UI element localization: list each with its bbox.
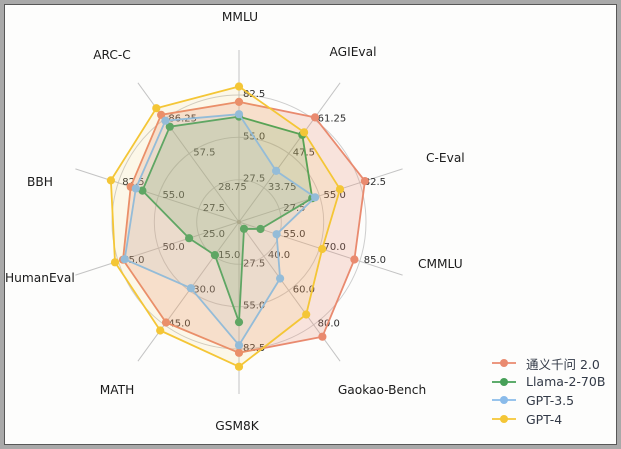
axis-line-BBH [75,168,240,223]
center-dot [236,219,242,225]
axis-line-HumanEval [75,221,240,276]
data-point-Llama-2-70B-MATH [210,251,219,260]
data-point-GPT-4-BBH [106,176,115,185]
axis-label-Gaokao-Bench: Gaokao-Bench [338,383,426,397]
ring-tick-label: 15.0 [218,250,240,261]
legend-dot [500,415,508,424]
data-point-通义千问 2.0-GSM8K [234,348,244,357]
axis-label-ARC-C: ARC-C [93,48,131,62]
data-point-GPT-3.5-ARC-C [161,116,170,125]
legend-dot [500,359,508,368]
data-point-通义千问 2.0-ARC-C [157,110,166,119]
figure-canvas [4,4,617,445]
axis-label-GSM8K: GSM8K [215,419,259,433]
legend-row-llama: Llama-2-70B [491,373,605,392]
data-point-GPT-3.5-Gaokao-Bench [276,274,285,283]
data-point-通义千问 2.0-CMMLU [350,255,359,264]
data-point-GPT-4-Gaokao-Bench [302,310,311,319]
axis-label-CMMLU: CMMLU [418,257,463,271]
axis-label-HumanEval: HumanEval [5,271,75,285]
ring-tick-label: 25.0 [203,229,225,240]
axis-label-AGIEval: AGIEval [330,45,377,59]
data-point-GPT-4-MATH [156,326,165,335]
legend-row-qwen: 通义千问 2.0 [491,354,605,373]
data-point-Llama-2-70B-Gaokao-Bench [239,224,249,233]
data-point-GPT-4-GSM8K [234,362,244,371]
axis-label-MATH: MATH [100,383,135,397]
legend-label-llama: Llama-2-70B [526,374,606,390]
ring-tick-label: 27.5 [243,174,265,185]
data-point-通义千问 2.0-C-Eval [360,177,369,186]
data-point-GPT-4-AGIEval [300,128,309,137]
ring-tick-label: 75.0 [122,255,144,266]
data-point-GPT-4-C-Eval [335,185,345,194]
data-point-Llama-2-70B-HumanEval [185,234,194,243]
axis-label-BBH: BBH [27,175,53,189]
legend-row-gpt4: GPT-4 [491,410,605,429]
data-point-Llama-2-70B-BBH [138,186,147,195]
axis-label-C-Eval: C-Eval [426,151,465,165]
data-point-GPT-3.5-AGIEval [272,166,281,175]
data-point-GPT-3.5-BBH [131,184,140,193]
ring-tick-label: 28.75 [218,182,247,193]
data-point-GPT-3.5-MATH [186,284,195,293]
data-point-GPT-3.5-MMLU [234,110,244,119]
legend-label-gpt4: GPT-4 [526,411,563,427]
data-point-GPT-3.5-C-Eval [311,193,320,202]
legend-marker-gpt4 [492,415,516,424]
ring-tick-label: 50.0 [162,242,184,253]
data-point-GPT-4-HumanEval [110,258,120,267]
ring-tick-label: 82.5 [243,343,265,354]
legend-marker-qwen [492,359,516,368]
axis-label-MMLU: MMLU [222,10,258,24]
data-point-Llama-2-70B-GSM8K [234,318,244,327]
data-point-GPT-3.5-CMMLU [272,230,281,239]
legend-label-qwen: 通义千问 2.0 [526,356,600,372]
ring-tick-label: 45.0 [168,319,190,330]
legend-marker-llama [492,377,516,386]
data-point-GPT-3.5-GSM8K [234,341,244,350]
ring-tick-label: 55.0 [243,301,265,312]
ring-tick-label: 55.0 [283,229,305,240]
ring-tick-label: 82.5 [243,89,265,100]
ring-tick-label: 30.0 [193,285,215,296]
ring-tick-label: 55.0 [324,190,346,201]
legend-row-gpt35: GPT-3.5 [491,391,605,410]
data-point-通义千问 2.0-Gaokao-Bench [318,332,327,341]
ring-tick-label: 27.5 [243,258,265,269]
ring-tick-label: 61.25 [318,113,347,124]
axis-line-MATH [137,221,240,362]
data-point-通义千问 2.0-AGIEval [310,113,320,122]
data-point-通义千问 2.0-MATH [161,318,171,327]
data-point-通义千问 2.0-MMLU [234,97,244,106]
legend-label-gpt35: GPT-3.5 [526,392,575,408]
data-point-Llama-2-70B-ARC-C [165,122,174,131]
axis-line-AGIEval [238,82,341,223]
legend-dot [500,377,508,386]
data-point-GPT-4-ARC-C [152,104,161,113]
ring-tick-label: 85.0 [364,255,386,266]
legend: 通义千问 2.0 Llama-2-70B GPT-3.5 GPT-4 [491,354,605,428]
axis-line-C-Eval [238,168,403,223]
ring-tick-label: 55.0 [162,190,184,201]
ring-tick-label: 70.0 [324,242,346,253]
data-point-GPT-3.5-HumanEval [120,255,129,264]
legend-dot [500,396,508,405]
ring-tick-label: 47.5 [293,147,315,158]
data-point-GPT-4-MMLU [234,82,244,91]
data-point-GPT-4-CMMLU [318,244,327,254]
ring-tick-label: 33.75 [268,182,297,193]
legend-marker-gpt35 [492,396,516,405]
ring-tick-label: 27.5 [203,203,225,214]
ring-tick-label: 80.0 [318,319,340,330]
ring-tick-label: 82.5 [364,177,386,188]
data-point-Llama-2-70B-CMMLU [256,224,265,234]
ring-tick-label: 57.5 [193,147,215,158]
ring-tick-label: 60.0 [293,285,315,296]
